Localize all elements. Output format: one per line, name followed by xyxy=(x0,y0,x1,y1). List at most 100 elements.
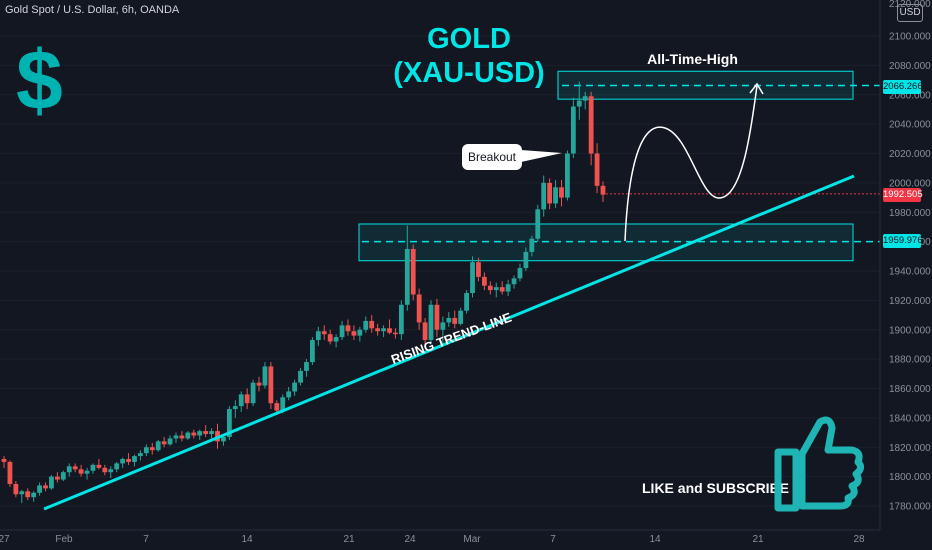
candle xyxy=(191,429,197,439)
candle xyxy=(37,482,42,496)
candle-body xyxy=(464,293,469,311)
candle xyxy=(238,391,244,412)
candle-body xyxy=(126,459,131,462)
candle xyxy=(559,179,564,207)
price-tick-label: 2060.000 xyxy=(889,90,931,101)
candle xyxy=(440,316,446,346)
candle-body xyxy=(96,464,102,468)
candle-body xyxy=(541,182,547,210)
candle-body xyxy=(523,251,529,269)
candle-body xyxy=(226,409,232,437)
candle-body xyxy=(114,463,120,470)
candle xyxy=(446,312,452,327)
candle xyxy=(66,463,72,477)
time-tick-label: 27 xyxy=(0,534,10,545)
candle xyxy=(529,235,535,257)
candle xyxy=(541,175,547,217)
candle xyxy=(416,288,422,330)
ath-label: All-Time-High xyxy=(647,51,738,67)
candle-body xyxy=(262,366,268,386)
candle-body xyxy=(398,304,404,335)
candle-body xyxy=(203,431,209,435)
candle-body xyxy=(209,431,214,435)
candle xyxy=(179,431,185,442)
candle-body xyxy=(274,403,280,411)
candle-body xyxy=(493,287,499,291)
price-tick-label: 1800.000 xyxy=(889,472,931,483)
candle-body xyxy=(7,461,13,484)
candles xyxy=(1,81,606,504)
candle-body xyxy=(387,328,392,333)
candle xyxy=(268,362,274,410)
candle-body xyxy=(49,476,54,489)
candle-body xyxy=(594,153,600,186)
candle xyxy=(458,307,464,326)
candle xyxy=(197,429,203,440)
candle xyxy=(476,257,481,282)
candle-body xyxy=(393,332,398,335)
candle-body xyxy=(78,469,84,474)
candle-body xyxy=(600,185,606,195)
candle-body xyxy=(559,187,564,198)
time-tick-label: Feb xyxy=(55,534,73,545)
candle-body xyxy=(363,320,369,330)
candle-body xyxy=(143,447,149,454)
candle xyxy=(49,475,54,490)
candle-body xyxy=(333,337,339,342)
candle-body xyxy=(108,469,114,473)
candle xyxy=(43,482,48,492)
candle xyxy=(398,300,404,341)
candle xyxy=(375,323,381,336)
candle xyxy=(327,329,333,345)
price-tick-label: 1920.000 xyxy=(889,296,931,307)
candle-body xyxy=(1,459,7,462)
candle-body xyxy=(250,382,256,404)
time-tick-label: 7 xyxy=(143,534,149,545)
candle-body xyxy=(345,325,351,332)
candle-body xyxy=(138,453,143,457)
candle-body xyxy=(13,483,19,495)
candle xyxy=(487,281,493,295)
candle xyxy=(339,320,345,341)
candle-body xyxy=(410,248,416,295)
candle-body xyxy=(428,304,434,341)
candle-body xyxy=(149,447,155,451)
time-tick-label: 14 xyxy=(241,534,253,545)
candle-body xyxy=(422,322,428,341)
candle-body xyxy=(256,382,262,386)
chart-grid xyxy=(0,35,880,507)
candle xyxy=(315,326,321,346)
candle xyxy=(499,281,505,295)
candle-body xyxy=(292,382,298,392)
candle xyxy=(108,466,114,479)
candle-body xyxy=(499,287,505,292)
candle xyxy=(594,143,600,194)
candle-body xyxy=(90,464,96,471)
candle xyxy=(167,435,173,446)
candle-body xyxy=(565,153,570,198)
candle xyxy=(600,181,606,202)
candle-body xyxy=(19,491,25,495)
price-tick-label: 1980.000 xyxy=(889,208,931,219)
currency-badge[interactable]: USD xyxy=(897,4,923,22)
candle-body xyxy=(238,394,244,407)
price-tick-label: 2040.000 xyxy=(889,120,931,131)
candle xyxy=(576,81,582,120)
candle xyxy=(298,367,303,386)
candle-body xyxy=(315,331,321,341)
candle-body xyxy=(221,436,226,442)
candle xyxy=(321,325,327,341)
time-tick-label: 24 xyxy=(404,534,416,545)
candle-body xyxy=(476,262,481,277)
price-tick-label: 1820.000 xyxy=(889,443,931,454)
candle xyxy=(547,178,553,210)
candle xyxy=(523,247,529,271)
candle-body xyxy=(487,285,493,291)
candle xyxy=(452,310,458,329)
price-tick-label: 2100.000 xyxy=(889,32,931,43)
candle-body xyxy=(452,318,458,324)
candle xyxy=(505,279,511,296)
candle xyxy=(333,334,339,348)
candle xyxy=(90,463,96,474)
